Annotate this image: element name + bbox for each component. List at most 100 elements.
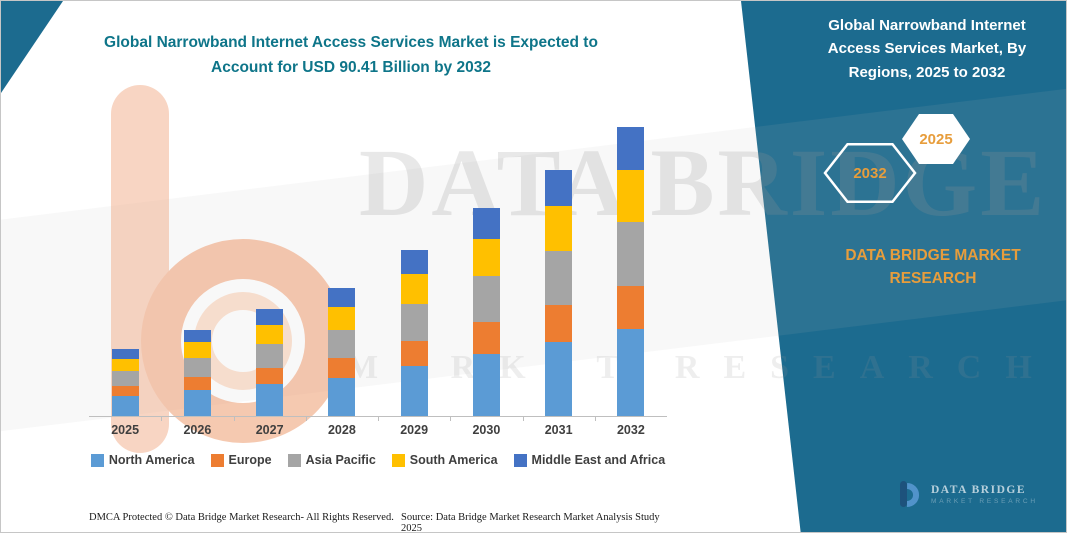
bar-segment-europe-2026 — [183, 377, 211, 391]
bar-segment-south-america-2032 — [617, 169, 645, 223]
bar-segment-north-america-2026 — [183, 390, 211, 416]
legend-label-middle-east-and-africa: Middle East and Africa — [531, 453, 666, 467]
x-axis-label-2032: 2032 — [594, 417, 667, 437]
hexagon-2032-label: 2032 — [853, 164, 887, 182]
watermark-subtext: MARKET RESEARCH — [346, 349, 1056, 386]
footer-brand-subtitle: MARKET RESEARCH — [931, 497, 1038, 505]
bar-segment-europe-2031 — [545, 304, 573, 343]
hexagon-filled-icon — [902, 114, 970, 164]
plot-area — [89, 97, 667, 417]
hexagon-2025-label: 2025 — [919, 130, 953, 148]
legend-swatch-middle-east-and-africa — [513, 453, 527, 467]
x-axis-label-2026: 2026 — [161, 417, 233, 437]
bar-2031 — [545, 169, 573, 416]
footer-brand-text: DATA BRIDGE MARKET RESEARCH — [931, 484, 1038, 505]
bar-2026 — [183, 329, 211, 416]
footer-brand-name: DATA BRIDGE — [931, 483, 1026, 496]
bar-segment-asia-pacific-2026 — [183, 358, 211, 378]
bar-segment-north-america-2029 — [400, 366, 428, 416]
bar-2027 — [256, 308, 284, 416]
legend-item-north-america: North America — [90, 453, 195, 467]
brand-name: DATA BRIDGE MARKET RESEARCH — [813, 244, 1053, 291]
bar-segment-asia-pacific-2027 — [256, 344, 284, 368]
brand-name-line-2: RESEARCH — [889, 270, 977, 288]
legend-label-europe: Europe — [228, 453, 272, 467]
bar-segment-europe-2030 — [472, 321, 500, 354]
bar-segment-europe-2025 — [111, 385, 139, 396]
bar-2028 — [328, 288, 356, 416]
bar-segment-south-america-2025 — [111, 358, 139, 371]
legend-label-south-america: South America — [409, 453, 498, 467]
bar-segment-asia-pacific-2028 — [328, 329, 356, 359]
page-title-line-1: Global Narrowband Internet Access Servic… — [104, 34, 598, 51]
bar-segment-middle-east-and-africa-2032 — [617, 126, 645, 170]
footer: DMCA Protected © Data Bridge Market Rese… — [89, 512, 679, 532]
bar-segment-north-america-2027 — [256, 384, 284, 416]
bar-2030 — [472, 208, 500, 416]
bar-segment-south-america-2026 — [183, 342, 211, 359]
bar-segment-middle-east-and-africa-2027 — [256, 308, 284, 325]
corner-triangle-decoration — [1, 1, 63, 93]
bar-segment-north-america-2031 — [545, 342, 573, 416]
page-title: Global Narrowband Internet Access Servic… — [61, 31, 641, 81]
hexagon-badge-2025: 2025 — [902, 113, 970, 165]
bar-segment-south-america-2030 — [472, 238, 500, 277]
x-axis-label-2025: 2025 — [111, 423, 140, 437]
bar-segment-north-america-2028 — [328, 377, 356, 416]
chart-legend: North America Europe Asia Pacific South Ame… — [89, 453, 667, 467]
legend-swatch-europe — [210, 453, 224, 467]
x-axis-label-2031: 2031 — [522, 417, 595, 437]
legend-swatch-south-america — [391, 453, 405, 467]
x-axis-label-2030: 2030 — [450, 417, 522, 437]
bar-segment-europe-2028 — [328, 358, 356, 378]
bar-segment-north-america-2032 — [617, 329, 645, 416]
legend-swatch-north-america — [90, 453, 104, 467]
data-bridge-logo-icon — [900, 481, 920, 508]
bar-segment-south-america-2028 — [328, 306, 356, 330]
bar-segment-middle-east-and-africa-2026 — [183, 329, 211, 343]
bar-segment-middle-east-and-africa-2028 — [328, 288, 356, 307]
bar-2025 — [111, 348, 139, 416]
stacked-bar-chart: 2025 2026 2027 2028 2029 2030 2031 2032 North A… — [89, 97, 667, 467]
x-axis-labels: 2025 2026 2027 2028 2029 2030 2031 2032 — [89, 417, 667, 437]
source-text: Source: Data Bridge Market Research Mark… — [401, 512, 660, 533]
side-panel-background — [741, 1, 1066, 532]
bar-segment-south-america-2027 — [256, 324, 284, 345]
brand-name-line-1: DATA BRIDGE MARKET — [845, 247, 1021, 264]
bar-segment-europe-2029 — [400, 340, 428, 367]
legend-label-north-america: North America — [108, 453, 195, 467]
bar-segment-middle-east-and-africa-2030 — [472, 208, 500, 239]
bar-segment-north-america-2025 — [111, 395, 139, 416]
bar-segment-asia-pacific-2032 — [617, 222, 645, 286]
side-panel-title: Global Narrowband Internet Access Servic… — [827, 17, 1027, 81]
bar-segment-asia-pacific-2031 — [545, 250, 573, 305]
bar-segment-asia-pacific-2029 — [400, 304, 428, 341]
x-axis-label-2027: 2027 — [233, 417, 306, 437]
footer-brand-logo: DATA BRIDGE MARKET RESEARCH — [898, 479, 1038, 509]
bar-2029 — [400, 249, 428, 416]
bar-segment-asia-pacific-2025 — [111, 370, 139, 386]
bar-segment-middle-east-and-africa-2029 — [400, 249, 428, 275]
bar-2032 — [617, 126, 645, 416]
legend-item-asia-pacific: Asia Pacific — [287, 453, 376, 467]
bar-segment-europe-2032 — [617, 285, 645, 330]
bar-segment-europe-2027 — [256, 367, 284, 384]
bar-segment-south-america-2031 — [545, 206, 573, 251]
bar-segment-south-america-2029 — [400, 274, 428, 305]
legend-item-europe: Europe — [210, 453, 272, 467]
hexagon-badge-2032: 2032 — [825, 143, 915, 203]
bar-segment-middle-east-and-africa-2031 — [545, 169, 573, 207]
legend-item-middle-east-and-africa: Middle East and Africa — [513, 453, 666, 467]
legend-label-asia-pacific: Asia Pacific — [305, 453, 376, 467]
copyright-text: DMCA Protected © Data Bridge Market Rese… — [89, 512, 394, 523]
bar-segment-middle-east-and-africa-2025 — [111, 348, 139, 359]
legend-item-south-america: South America — [391, 453, 498, 467]
x-axis-label-2029: 2029 — [378, 417, 450, 437]
hexagon-outline-icon — [825, 143, 915, 203]
legend-swatch-asia-pacific — [287, 453, 301, 467]
bar-segment-north-america-2030 — [472, 353, 500, 416]
x-axis-label-2028: 2028 — [305, 417, 378, 437]
page-title-line-2: Account for USD 90.41 Billion by 2032 — [211, 58, 491, 76]
bar-segment-asia-pacific-2030 — [472, 276, 500, 322]
